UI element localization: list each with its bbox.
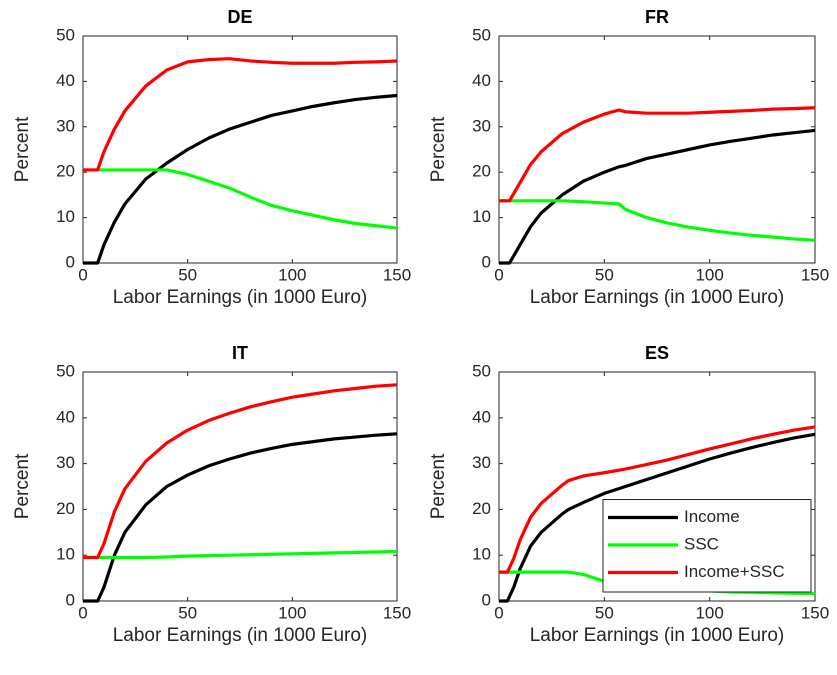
series-line — [83, 57, 398, 172]
x-axis-label: Labor Earnings (in 1000 Euro) — [530, 625, 785, 646]
legend-label: Income — [684, 507, 740, 526]
y-axis-label: Percent — [428, 453, 449, 519]
chart-title: DE — [227, 7, 252, 27]
y-axis-label: Percent — [428, 116, 449, 182]
plot-area — [498, 35, 816, 264]
x-tick-label: 150 — [801, 603, 829, 622]
x-tick-label: 150 — [383, 603, 411, 622]
legend-label: Income+SSC — [684, 562, 785, 581]
series-line — [83, 432, 398, 603]
x-tick-label: 0 — [78, 603, 87, 622]
y-tick-label: 0 — [66, 252, 75, 271]
y-tick-label: 0 — [482, 252, 491, 271]
y-tick-label: 10 — [56, 545, 75, 564]
x-tick-label: 100 — [695, 265, 723, 284]
series-line — [83, 549, 398, 560]
x-tick-label: 50 — [595, 603, 614, 622]
y-tick-label: 0 — [66, 590, 75, 609]
y-tick-label: 30 — [472, 453, 491, 472]
chart-title: FR — [645, 7, 669, 27]
y-axis-label: Percent — [12, 453, 33, 519]
y-tick-label: 20 — [56, 162, 75, 181]
series-line — [499, 128, 816, 265]
series-line — [499, 425, 816, 574]
y-tick-label: 50 — [56, 25, 75, 44]
x-axis-label: Labor Earnings (in 1000 Euro) — [113, 625, 368, 646]
chart-title: IT — [232, 343, 248, 363]
x-tick-label: 100 — [278, 265, 306, 284]
series-line — [499, 106, 816, 203]
plot-area — [82, 35, 398, 264]
legend-label: SSC — [684, 534, 719, 553]
x-tick-label: 0 — [494, 603, 503, 622]
y-tick-label: 30 — [56, 453, 75, 472]
plot-area — [82, 371, 398, 602]
x-tick-label: 100 — [278, 603, 306, 622]
x-tick-label: 50 — [178, 265, 197, 284]
y-axis-label: Percent — [12, 116, 33, 182]
y-tick-label: 10 — [56, 207, 75, 226]
x-axis-label: Labor Earnings (in 1000 Euro) — [530, 287, 785, 308]
y-tick-label: 40 — [56, 407, 75, 426]
y-tick-label: 40 — [472, 71, 491, 90]
series-line — [83, 168, 398, 230]
x-axis-label: Labor Earnings (in 1000 Euro) — [113, 287, 368, 308]
series-line — [83, 383, 398, 560]
chart-title: ES — [645, 343, 669, 363]
x-tick-label: 150 — [383, 265, 411, 284]
y-tick-label: 30 — [56, 116, 75, 135]
x-tick-label: 0 — [494, 265, 503, 284]
y-tick-label: 10 — [472, 207, 491, 226]
y-tick-label: 40 — [56, 71, 75, 90]
series-line — [499, 432, 816, 603]
series-line — [83, 93, 398, 265]
x-tick-label: 100 — [695, 603, 723, 622]
y-tick-label: 20 — [56, 499, 75, 518]
x-tick-label: 0 — [78, 265, 87, 284]
y-tick-label: 10 — [472, 545, 491, 564]
y-tick-label: 20 — [472, 162, 491, 181]
y-tick-label: 50 — [56, 361, 75, 380]
y-tick-label: 50 — [472, 25, 491, 44]
x-tick-label: 150 — [801, 265, 829, 284]
y-tick-label: 30 — [472, 116, 491, 135]
y-tick-label: 50 — [472, 361, 491, 380]
series-line — [499, 199, 816, 242]
y-tick-label: 40 — [472, 407, 491, 426]
x-tick-label: 50 — [595, 265, 614, 284]
x-tick-label: 50 — [178, 603, 197, 622]
y-tick-label: 0 — [482, 590, 491, 609]
y-tick-label: 20 — [472, 499, 491, 518]
